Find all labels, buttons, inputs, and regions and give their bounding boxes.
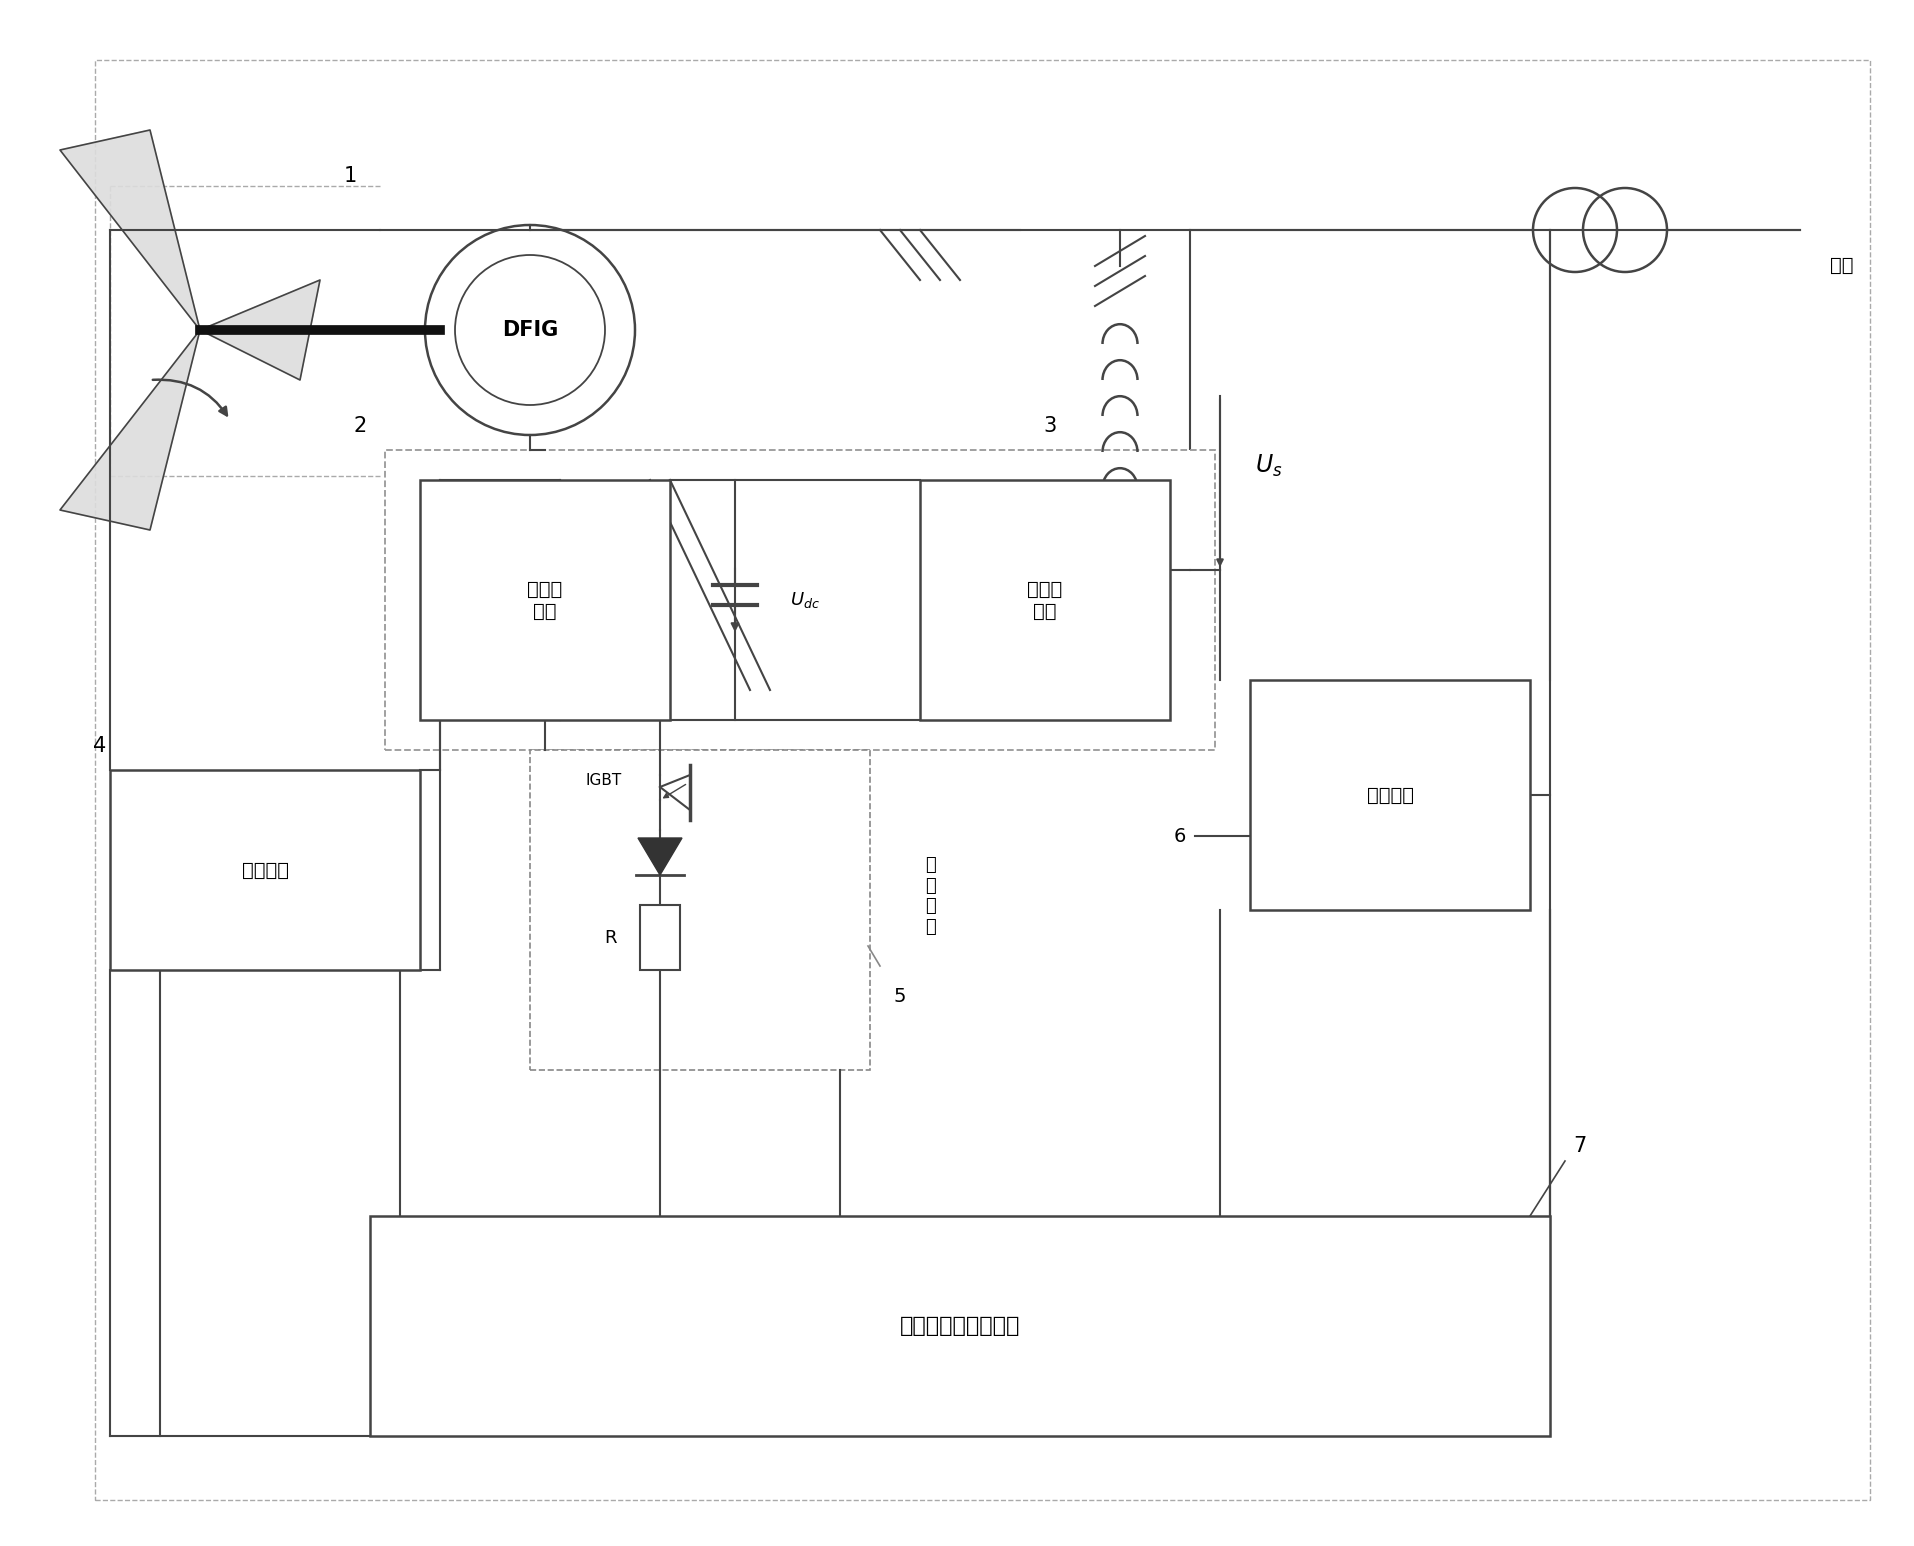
Text: 储能装置: 储能装置 [241, 861, 289, 880]
Text: 4: 4 [94, 736, 107, 756]
Text: $\boldsymbol{U_s}$: $\boldsymbol{U_s}$ [1254, 453, 1282, 479]
Text: 低电压穿越控制模块: 低电压穿越控制模块 [900, 1316, 1020, 1336]
Bar [419, 479, 670, 720]
Polygon shape [59, 130, 199, 329]
Text: 1: 1 [343, 165, 356, 186]
Polygon shape [199, 280, 320, 380]
Text: R: R [603, 929, 616, 946]
Text: 电压检测: 电压检测 [1367, 785, 1413, 804]
Text: DFIG: DFIG [501, 320, 557, 340]
Text: 6: 6 [1173, 827, 1185, 846]
Bar [109, 770, 419, 969]
Text: 电网: 电网 [1830, 255, 1853, 275]
Bar [639, 904, 679, 969]
Text: IGBT: IGBT [584, 773, 620, 787]
Polygon shape [637, 838, 681, 875]
Text: 煁
荷
电
路: 煁 荷 电 路 [924, 856, 934, 937]
Bar [919, 479, 1169, 720]
Text: 5: 5 [894, 986, 905, 1005]
Text: 网侧变
换器: 网侧变 换器 [1026, 580, 1062, 620]
Text: $U_{dc}$: $U_{dc}$ [790, 591, 819, 611]
Polygon shape [59, 329, 199, 530]
Bar [385, 450, 1213, 750]
Bar [1250, 680, 1529, 911]
Text: 3: 3 [1043, 416, 1057, 436]
Bar [369, 1217, 1548, 1436]
Text: 2: 2 [354, 416, 366, 436]
Bar [530, 750, 869, 1070]
Text: 机侧变
换器: 机侧变 换器 [526, 580, 563, 620]
Text: 7: 7 [1573, 1136, 1587, 1156]
